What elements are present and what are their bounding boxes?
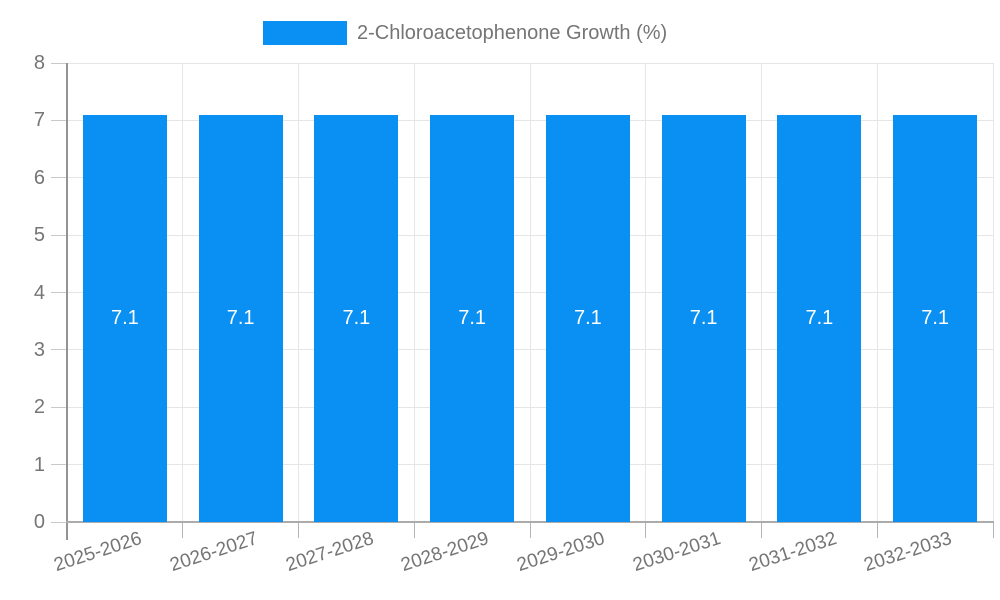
y-axis-tick [51, 234, 67, 236]
y-axis-line [66, 63, 68, 540]
y-axis-tick-label: 2 [33, 396, 45, 419]
y-axis-tick-label: 8 [33, 52, 45, 74]
y-axis-tick-label: 7 [33, 109, 45, 132]
x-axis-tick [529, 522, 531, 538]
legend-swatch [263, 21, 347, 45]
x-axis-category-label: 2027-2028 [282, 528, 376, 577]
x-axis-category-label: 2029-2030 [514, 528, 608, 577]
x-axis-tick [413, 522, 415, 538]
x-axis-tick [645, 522, 647, 538]
y-axis-tick [51, 406, 67, 408]
x-axis-line [66, 521, 994, 523]
gridline-vertical [645, 63, 647, 522]
y-axis-tick-label: 3 [33, 338, 45, 361]
y-axis-tick [51, 349, 67, 351]
x-axis-tick [992, 522, 994, 538]
y-axis-tick [51, 521, 67, 523]
y-axis-tick [51, 464, 67, 466]
x-axis-tick [876, 522, 878, 538]
x-axis-category-label: 2031-2032 [745, 528, 839, 577]
bar-2025-2026[interactable] [82, 114, 167, 522]
bar-2031-2032[interactable] [777, 114, 862, 522]
y-axis-tick [51, 292, 67, 293]
x-axis-category-label: 2026-2027 [167, 528, 261, 577]
bar-2026-2027[interactable] [198, 114, 283, 522]
gridline-vertical [992, 63, 994, 522]
bar-value-label: 7.1 [342, 307, 371, 330]
y-axis-tick [51, 177, 67, 179]
bar-2030-2031[interactable] [661, 114, 746, 522]
gridline-vertical [182, 63, 184, 522]
x-axis-category-label: 2028-2029 [398, 528, 492, 577]
legend-label: 2-Chloroacetophenone Growth (%) [357, 22, 668, 44]
bar-2029-2030[interactable] [545, 114, 630, 522]
y-axis-tick [51, 119, 67, 121]
gridline-vertical [298, 63, 299, 522]
legend[interactable]: 2-Chloroacetophenone Growth (%) [263, 21, 667, 45]
bar-value-label: 7.1 [689, 307, 718, 330]
y-axis-tick-label: 5 [33, 224, 45, 247]
bar-value-label: 7.1 [458, 307, 487, 330]
bar-2027-2028[interactable] [314, 114, 399, 522]
bar-value-label: 7.1 [805, 307, 834, 330]
x-axis-tick [182, 522, 184, 538]
bar-2032-2033[interactable] [893, 114, 978, 522]
x-axis-category-label: 2030-2031 [630, 528, 724, 577]
gridline-vertical [413, 63, 415, 522]
bar-value-label: 7.1 [921, 307, 950, 330]
y-axis-tick-label: 1 [33, 453, 45, 476]
gridline-vertical [876, 63, 878, 522]
gridline-vertical [761, 63, 762, 522]
x-axis-tick [761, 522, 762, 538]
y-axis-tick-label: 4 [33, 281, 45, 304]
y-axis-tick-label: 0 [33, 511, 45, 533]
bar-value-label: 7.1 [110, 307, 139, 330]
gridline-vertical [529, 63, 531, 522]
x-axis-tick [298, 522, 299, 538]
bar-2028-2029[interactable] [430, 114, 515, 522]
bar-value-label: 7.1 [226, 307, 255, 330]
y-axis-tick-label: 6 [33, 166, 45, 189]
x-axis-category-label: 2032-2033 [861, 528, 955, 577]
bar-value-label: 7.1 [573, 307, 602, 330]
y-axis-tick [51, 62, 67, 64]
